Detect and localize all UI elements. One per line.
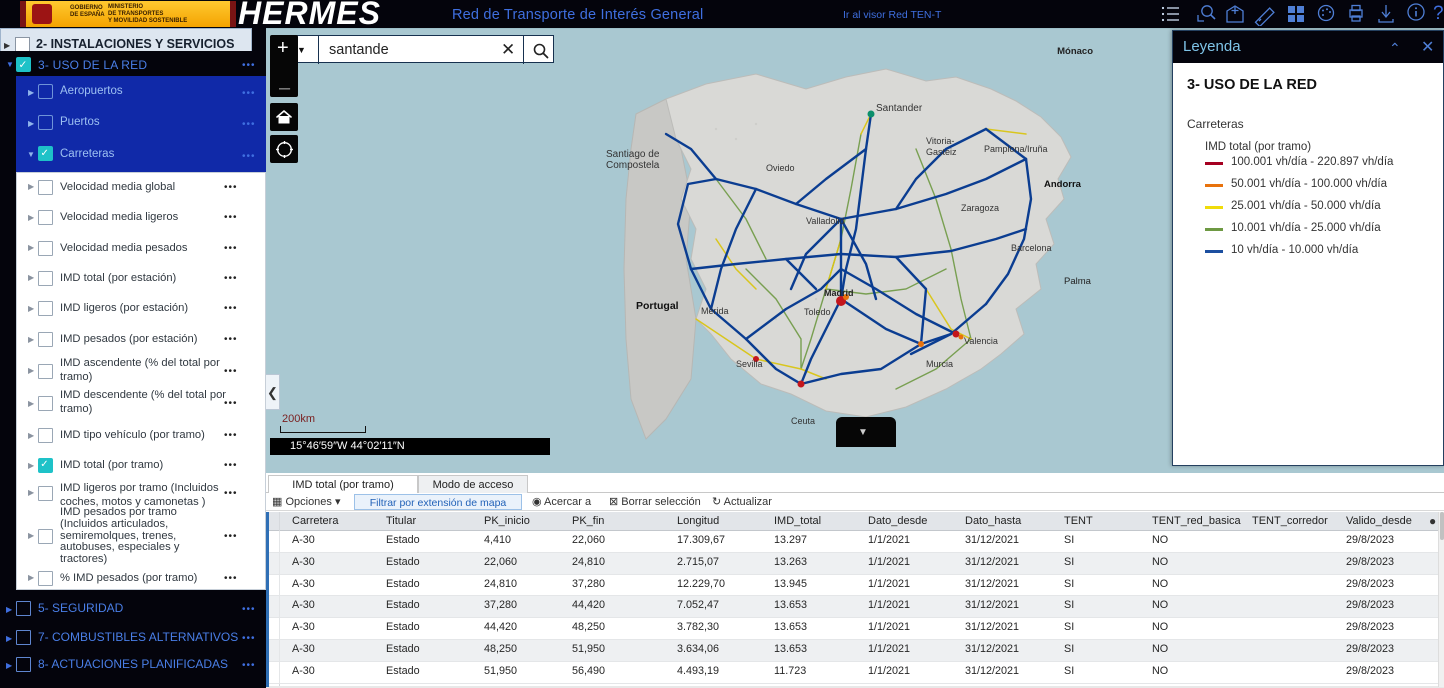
svg-text:Santander: Santander	[876, 103, 923, 114]
svg-text:Gasteiz: Gasteiz	[926, 147, 957, 157]
svg-text:Barcelona: Barcelona	[1011, 243, 1052, 253]
svg-text:Oviedo: Oviedo	[766, 163, 795, 173]
svg-text:Toledo: Toledo	[804, 307, 831, 317]
svg-text:Palma: Palma	[1064, 276, 1092, 287]
svg-text:Valencia: Valencia	[964, 336, 998, 346]
svg-text:Santiago de: Santiago de	[606, 149, 660, 160]
svg-text:Vitoria-: Vitoria-	[926, 136, 954, 146]
svg-text:Andorra: Andorra	[1044, 179, 1082, 190]
svg-text:Mérida: Mérida	[701, 306, 729, 316]
svg-text:Valladolid: Valladolid	[806, 216, 844, 226]
svg-text:Madrid: Madrid	[824, 288, 854, 298]
svg-text:Ceuta: Ceuta	[791, 416, 815, 426]
svg-text:Pamplona/Iruña: Pamplona/Iruña	[984, 144, 1048, 154]
svg-text:Zaragoza: Zaragoza	[961, 203, 999, 213]
svg-text:Mónaco: Mónaco	[1057, 46, 1093, 57]
svg-text:Compostela: Compostela	[606, 160, 660, 171]
svg-text:Portugal: Portugal	[636, 300, 679, 312]
svg-text:Sevilla: Sevilla	[736, 359, 763, 369]
svg-text:?: ?	[1433, 3, 1444, 24]
svg-text:Murcia: Murcia	[926, 359, 953, 369]
